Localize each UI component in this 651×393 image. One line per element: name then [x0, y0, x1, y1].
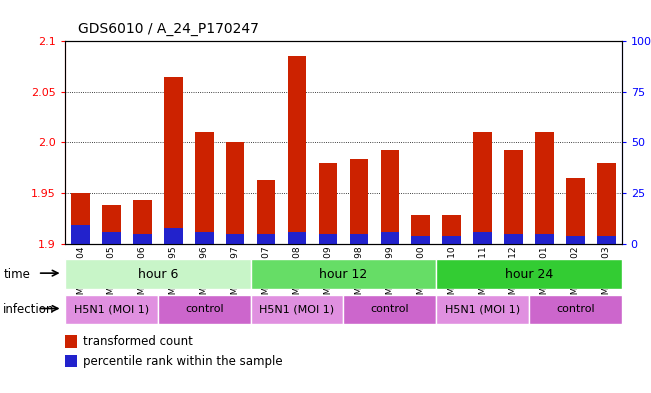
Bar	[504, 233, 523, 244]
Bar	[442, 235, 461, 244]
Bar	[473, 231, 492, 244]
Bar	[411, 235, 430, 244]
Bar	[256, 180, 275, 244]
Bar	[72, 226, 90, 244]
Bar	[102, 231, 121, 244]
Text: H5N1 (MOI 1): H5N1 (MOI 1)	[260, 305, 335, 314]
Bar	[288, 231, 306, 244]
Text: percentile rank within the sample: percentile rank within the sample	[83, 354, 283, 368]
Bar	[566, 235, 585, 244]
Text: control: control	[370, 305, 409, 314]
Bar	[288, 57, 306, 244]
Bar	[380, 150, 399, 244]
Text: H5N1 (MOI 1): H5N1 (MOI 1)	[445, 305, 520, 314]
Bar	[350, 159, 368, 244]
Bar	[65, 259, 251, 289]
Text: infection: infection	[3, 303, 55, 316]
Bar	[251, 259, 436, 289]
Bar	[158, 295, 251, 324]
Text: H5N1 (MOI 1): H5N1 (MOI 1)	[74, 305, 149, 314]
Bar	[436, 259, 622, 289]
Bar	[597, 163, 615, 244]
Bar	[343, 295, 436, 324]
Bar	[380, 231, 399, 244]
Bar	[350, 233, 368, 244]
Bar	[164, 77, 182, 244]
Bar	[72, 193, 90, 244]
Bar	[597, 235, 615, 244]
Bar	[473, 132, 492, 244]
Bar	[226, 143, 244, 244]
Bar	[411, 215, 430, 244]
Text: GDS6010 / A_24_P170247: GDS6010 / A_24_P170247	[78, 22, 259, 36]
Bar	[566, 178, 585, 244]
Bar	[256, 233, 275, 244]
Text: hour 12: hour 12	[319, 268, 368, 281]
Bar	[535, 132, 553, 244]
Bar	[318, 233, 337, 244]
Bar	[436, 295, 529, 324]
Bar	[195, 132, 214, 244]
Text: hour 24: hour 24	[505, 268, 553, 281]
Bar	[65, 295, 158, 324]
Bar	[102, 205, 121, 244]
Bar	[442, 215, 461, 244]
Bar	[226, 233, 244, 244]
Bar	[133, 233, 152, 244]
Text: transformed count: transformed count	[83, 335, 193, 348]
Bar	[504, 150, 523, 244]
Bar	[195, 231, 214, 244]
Text: time: time	[3, 268, 30, 281]
Text: control: control	[556, 305, 594, 314]
Bar	[164, 228, 182, 244]
Bar	[535, 233, 553, 244]
Bar	[251, 295, 343, 324]
Text: control: control	[185, 305, 223, 314]
Text: hour 6: hour 6	[137, 268, 178, 281]
Bar	[529, 295, 622, 324]
Bar	[133, 200, 152, 244]
Bar	[318, 163, 337, 244]
